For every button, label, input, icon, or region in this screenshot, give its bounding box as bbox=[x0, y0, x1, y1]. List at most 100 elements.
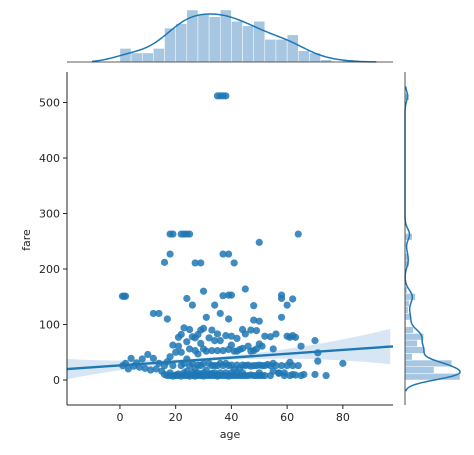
data-point bbox=[291, 371, 300, 379]
x-tick-label: 80 bbox=[336, 411, 350, 424]
data-point bbox=[227, 291, 235, 299]
fare-histogram-bar bbox=[404, 339, 418, 347]
data-point bbox=[144, 350, 152, 359]
data-point bbox=[188, 301, 196, 309]
data-point bbox=[261, 332, 269, 340]
data-point bbox=[250, 316, 258, 324]
data-point bbox=[294, 230, 302, 238]
data-point bbox=[208, 326, 216, 334]
data-point bbox=[225, 250, 233, 258]
y-tick-label: 400 bbox=[39, 152, 60, 165]
data-point bbox=[152, 365, 160, 373]
data-point bbox=[277, 291, 286, 299]
data-point bbox=[177, 330, 185, 339]
data-point bbox=[169, 341, 177, 349]
data-point bbox=[241, 285, 249, 293]
data-point bbox=[199, 359, 208, 367]
data-point bbox=[124, 365, 132, 373]
data-point bbox=[241, 330, 249, 338]
data-point bbox=[216, 309, 224, 318]
fare-histogram-bar bbox=[404, 313, 411, 321]
data-point bbox=[183, 294, 191, 303]
data-point bbox=[238, 344, 247, 352]
data-point bbox=[289, 361, 297, 370]
data-point bbox=[269, 367, 277, 375]
data-point bbox=[211, 337, 219, 345]
data-point bbox=[322, 371, 330, 380]
data-point bbox=[255, 317, 263, 325]
data-point bbox=[135, 363, 144, 371]
fare-histogram-bar bbox=[404, 293, 416, 301]
data-point bbox=[255, 238, 263, 246]
data-point bbox=[272, 361, 280, 370]
data-point bbox=[141, 364, 149, 372]
right-marginal-histogram bbox=[404, 72, 461, 405]
data-point bbox=[283, 301, 291, 309]
data-point bbox=[213, 330, 222, 338]
data-point bbox=[213, 347, 222, 355]
age-histogram-bar bbox=[242, 25, 254, 63]
age-histogram-bar bbox=[298, 50, 310, 63]
data-point bbox=[199, 287, 208, 295]
data-point bbox=[291, 333, 300, 341]
data-point bbox=[194, 350, 202, 358]
data-point bbox=[258, 342, 266, 350]
data-point bbox=[277, 313, 286, 321]
age-histogram-bar bbox=[153, 48, 165, 63]
x-tick-label: 40 bbox=[224, 411, 238, 424]
y-tick-label: 300 bbox=[39, 208, 60, 221]
data-point bbox=[269, 345, 277, 353]
data-point bbox=[297, 342, 305, 350]
data-point bbox=[127, 354, 135, 362]
data-point bbox=[219, 292, 227, 300]
data-point bbox=[185, 325, 194, 334]
data-point bbox=[202, 347, 210, 355]
fare-histogram-bar bbox=[404, 353, 413, 361]
data-point bbox=[199, 324, 208, 333]
data-point bbox=[222, 332, 230, 340]
fare-histogram-bar bbox=[404, 299, 410, 308]
data-point bbox=[294, 361, 302, 370]
y-tick-label: 100 bbox=[39, 319, 60, 332]
data-point bbox=[230, 259, 238, 267]
data-point bbox=[247, 326, 255, 334]
data-point bbox=[120, 292, 128, 300]
age-histogram-bar bbox=[197, 14, 210, 63]
main-plot: 0 20 40 60 80 0 100 200 300 400 500 age fare bbox=[20, 72, 394, 441]
data-point bbox=[174, 342, 183, 350]
data-point bbox=[197, 259, 205, 267]
data-point bbox=[185, 230, 194, 238]
top-marginal-histogram bbox=[67, 9, 393, 63]
age-histogram-bar bbox=[231, 21, 243, 63]
fare-histogram-bar bbox=[404, 306, 409, 314]
age-histogram-bar bbox=[175, 23, 188, 63]
age-histogram-bar bbox=[208, 16, 221, 63]
y-axis-label: fare bbox=[20, 229, 33, 251]
data-point bbox=[197, 339, 205, 347]
data-point bbox=[146, 366, 155, 374]
x-tick-label: 60 bbox=[280, 411, 294, 424]
data-point bbox=[163, 315, 171, 323]
data-point bbox=[155, 309, 163, 318]
data-point bbox=[311, 370, 319, 379]
data-point bbox=[180, 324, 188, 332]
age-histogram-bar bbox=[275, 39, 288, 63]
age-density-curve bbox=[92, 13, 377, 63]
age-histogram-bar bbox=[130, 52, 143, 63]
data-point bbox=[191, 259, 199, 267]
data-point bbox=[225, 315, 233, 323]
data-point bbox=[166, 250, 174, 258]
data-point bbox=[339, 359, 347, 367]
age-histogram-bar bbox=[264, 39, 277, 63]
data-point bbox=[172, 348, 180, 356]
data-point bbox=[277, 361, 286, 370]
data-point bbox=[227, 341, 235, 349]
data-point bbox=[227, 332, 235, 340]
age-histogram-bar bbox=[164, 27, 176, 63]
data-point bbox=[208, 347, 216, 355]
data-point bbox=[169, 230, 177, 238]
data-point bbox=[252, 327, 261, 335]
data-point bbox=[219, 92, 227, 100]
x-axis-label: age bbox=[220, 428, 241, 441]
